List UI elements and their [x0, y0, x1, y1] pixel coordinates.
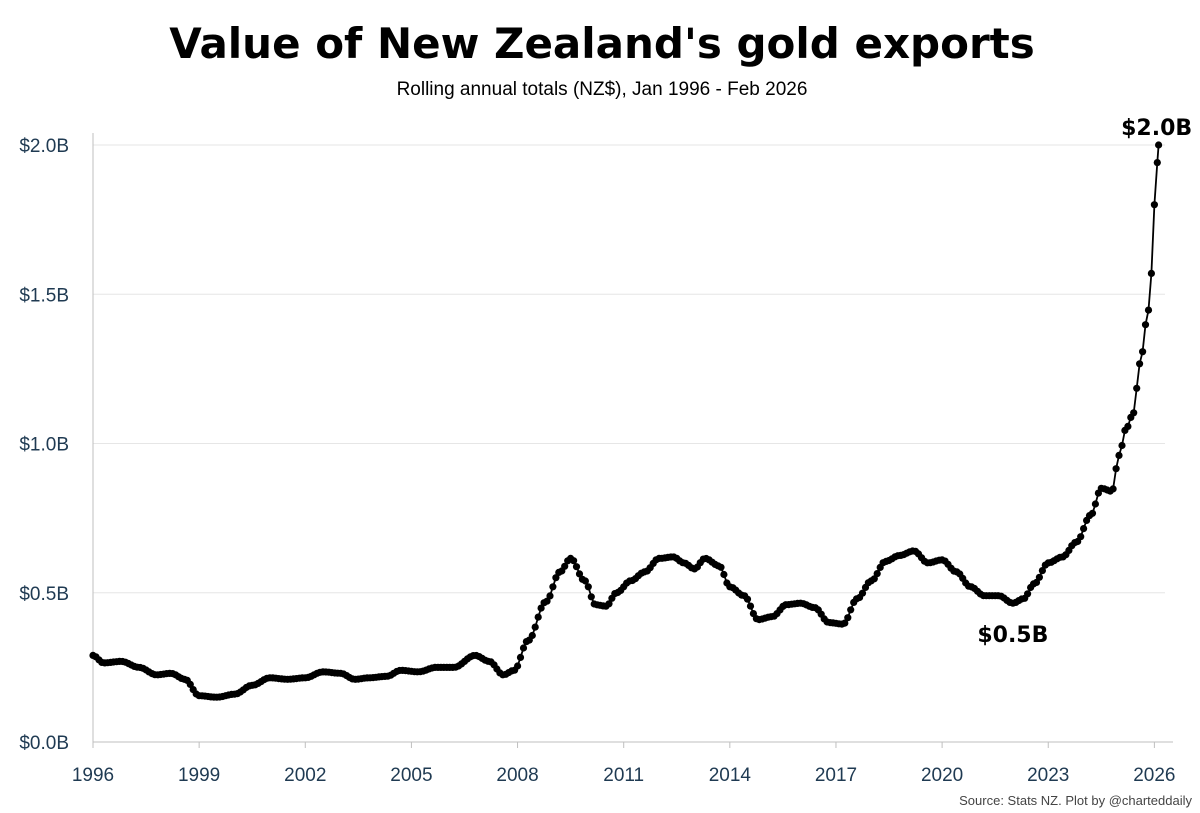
data-point	[1150, 201, 1158, 209]
data-point	[549, 583, 557, 591]
x-tick-label: 2026	[1133, 765, 1175, 786]
chart-subtitle: Rolling annual totals (NZ$), Jan 1996 - …	[397, 79, 808, 100]
data-point	[552, 574, 560, 582]
y-tick-label: $2.0B	[19, 136, 69, 157]
data-point	[1035, 573, 1043, 581]
y-tick-label: $1.0B	[19, 435, 69, 456]
data-point	[587, 593, 595, 601]
y-tick-label: $0.5B	[19, 584, 69, 605]
data-point	[514, 662, 522, 670]
data-point	[1139, 348, 1147, 356]
data-point	[519, 644, 528, 652]
data-point	[1147, 269, 1155, 277]
data-point	[1155, 141, 1163, 149]
data-point	[1153, 159, 1161, 167]
data-point	[605, 600, 613, 608]
data-point	[847, 606, 855, 614]
source-note: Source: Stats NZ. Plot by @charteddaily	[959, 793, 1192, 808]
series-line	[92, 144, 1160, 699]
data-point	[572, 563, 581, 571]
data-point	[1118, 441, 1126, 450]
x-tick-label: 1996	[72, 765, 114, 786]
data-point	[1144, 306, 1153, 314]
data-point	[531, 623, 539, 631]
data-point	[543, 597, 551, 605]
data-point	[581, 577, 590, 585]
data-point	[873, 570, 881, 578]
series-gold-exports	[89, 141, 1163, 701]
x-tick-label: 2005	[390, 765, 432, 786]
data-point	[1091, 500, 1099, 508]
x-tick-label: 1999	[178, 765, 220, 786]
data-point	[1080, 525, 1088, 533]
x-tick-label: 2008	[496, 765, 538, 786]
x-tick-label: 2023	[1027, 765, 1069, 786]
data-point	[1024, 590, 1032, 598]
data-point	[1124, 422, 1132, 430]
data-point	[720, 570, 728, 579]
data-point	[528, 631, 536, 640]
data-point	[516, 653, 525, 662]
y-tick-label: $1.5B	[19, 285, 69, 306]
y-axis-ticks: $0.0B $0.5B $1.0B $1.5B $2.0B	[19, 136, 69, 754]
data-point	[534, 613, 542, 621]
annotations: $2.0B $0.5B	[977, 116, 1192, 648]
data-point	[1130, 409, 1138, 417]
data-point	[546, 592, 554, 600]
annotation-max: $2.0B	[1121, 116, 1192, 141]
x-axis-ticks: 1996 1999 2002 2005 2008 2011 2014 2017 2020 2023…	[72, 742, 1176, 786]
x-tick-label: 2014	[709, 765, 752, 786]
x-tick-label: 2020	[921, 765, 963, 786]
data-point	[746, 602, 755, 610]
data-point	[570, 557, 578, 565]
data-point	[1133, 384, 1141, 392]
data-point	[858, 589, 867, 597]
data-point	[1136, 360, 1144, 368]
data-point	[561, 562, 569, 570]
data-point	[1115, 451, 1123, 459]
data-point	[844, 614, 852, 622]
data-point	[1077, 533, 1085, 541]
data-point	[575, 570, 584, 578]
data-point	[1141, 321, 1150, 329]
data-point	[584, 583, 592, 591]
data-point	[537, 604, 545, 612]
data-point	[743, 595, 752, 603]
axes	[92, 133, 1173, 743]
x-tick-label: 2002	[284, 765, 326, 786]
y-tick-label: $0.0B	[19, 733, 69, 754]
data-point	[1088, 509, 1097, 517]
grid-lines	[93, 144, 1165, 594]
x-tick-label: 2017	[815, 765, 857, 786]
data-point	[1112, 465, 1120, 473]
data-point	[717, 563, 725, 571]
data-point	[1038, 567, 1046, 575]
x-tick-label: 2011	[603, 765, 644, 786]
data-point	[841, 619, 849, 627]
data-point	[1109, 485, 1117, 493]
chart-title: Value of New Zealand's gold exports	[169, 19, 1035, 68]
annotation-low: $0.5B	[977, 623, 1048, 648]
